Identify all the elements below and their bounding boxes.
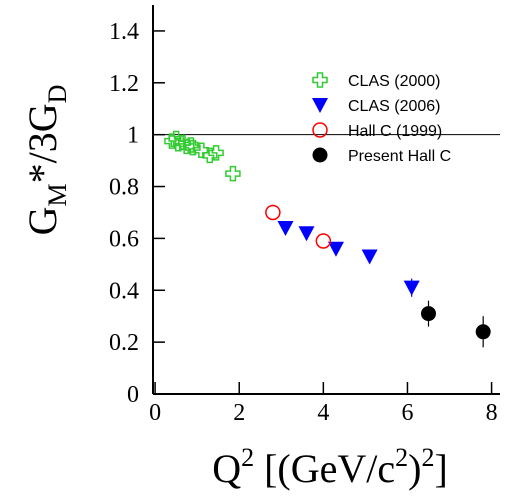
point bbox=[265, 204, 281, 221]
point bbox=[183, 137, 199, 153]
x-tick-label: 6 bbox=[401, 400, 413, 426]
legend-marker bbox=[312, 72, 328, 88]
y-tick-label: 0.2 bbox=[109, 330, 139, 356]
point bbox=[315, 233, 332, 249]
x-axis-label: Q2 [(GeV/c2)2] bbox=[212, 443, 448, 491]
y-tick-label: 1.2 bbox=[109, 71, 139, 97]
y-axis-label: GM*/3GD bbox=[20, 85, 72, 236]
y-tick-label: 1 bbox=[127, 123, 139, 149]
x-tick-label: 8 bbox=[486, 400, 498, 426]
y-tick-label: 0.4 bbox=[109, 278, 139, 304]
y-tick-label: 0 bbox=[127, 382, 139, 408]
point bbox=[361, 249, 378, 265]
point bbox=[403, 280, 420, 296]
point bbox=[327, 241, 344, 257]
legend-marker bbox=[312, 98, 328, 113]
point bbox=[277, 221, 294, 237]
point bbox=[170, 135, 186, 152]
point bbox=[208, 145, 224, 161]
legend-marker bbox=[312, 122, 328, 138]
legend-label: Hall C (1999) bbox=[348, 123, 442, 140]
y-tick-label: 0.8 bbox=[109, 175, 139, 201]
point bbox=[185, 139, 201, 156]
legend-marker bbox=[312, 147, 328, 163]
x-tick-label: 4 bbox=[317, 400, 329, 426]
x-tick-label: 0 bbox=[149, 400, 161, 426]
legend-label: CLAS (2000) bbox=[348, 73, 441, 90]
point bbox=[178, 138, 195, 155]
y-tick-label: 0.6 bbox=[109, 226, 139, 252]
point bbox=[420, 306, 436, 322]
legend-label: CLAS (2006) bbox=[348, 98, 441, 115]
x-tick-label: 2 bbox=[233, 400, 245, 426]
point bbox=[202, 147, 218, 164]
y-tick-label: 1.4 bbox=[109, 19, 139, 45]
point bbox=[164, 133, 180, 149]
legend-label: Present Hall C bbox=[348, 148, 451, 165]
point bbox=[225, 165, 241, 182]
point bbox=[298, 226, 315, 242]
point bbox=[475, 324, 491, 340]
